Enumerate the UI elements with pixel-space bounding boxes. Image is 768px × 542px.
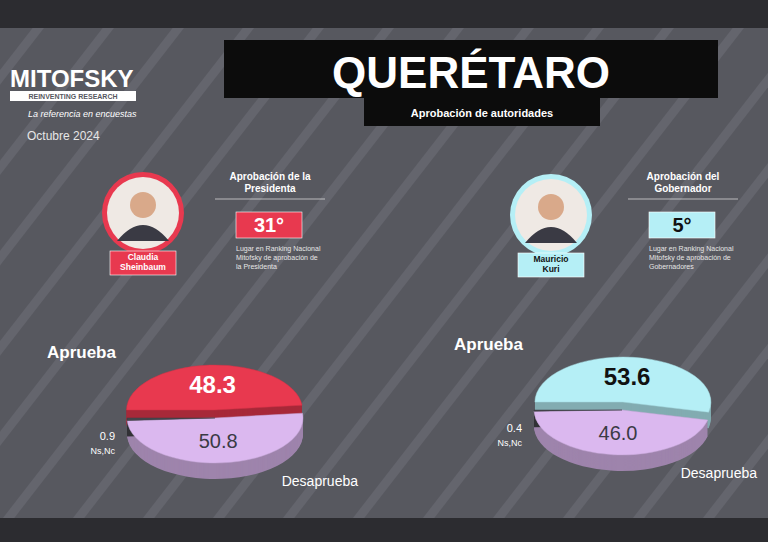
text-line: la Presidenta <box>236 263 277 270</box>
text-line: Claudia <box>128 252 159 262</box>
portrait-body <box>525 227 577 243</box>
person-name: ClaudiaSheinbaum <box>120 252 166 272</box>
category-label: Aprueba <box>454 335 524 354</box>
slice-side <box>535 358 711 413</box>
slice <box>534 410 622 411</box>
ranking: 5° <box>672 214 691 236</box>
background <box>0 0 768 542</box>
category-label: Desaprueba <box>681 465 757 481</box>
subtitle-box <box>364 98 600 126</box>
text-line: Kuri <box>543 264 560 274</box>
logo: MITOFSKY <box>10 65 134 92</box>
person-name: MauricioKuri <box>534 254 569 274</box>
category-label: Desaprueba <box>282 473 358 489</box>
slogan: La referencia en encuestas <box>28 109 137 119</box>
panel: ClaudiaSheinbaum <box>102 172 184 275</box>
background-pattern <box>0 0 768 542</box>
slice-side <box>127 366 302 411</box>
panel: MauricioKuri <box>510 174 592 277</box>
slice-side <box>534 411 708 456</box>
text-line: Mitofsky de aprobación de <box>649 254 731 262</box>
logo-tagline-bg <box>10 91 136 101</box>
subtitle: Aprobación de autoridades <box>411 107 553 119</box>
data-label: 0.4 <box>507 422 522 434</box>
data-label: 50.8 <box>199 430 238 452</box>
text-line: Lugar en Ranking Nacional <box>649 245 734 253</box>
category-label: Aprueba <box>47 343 117 362</box>
bottom-band <box>0 518 768 542</box>
portrait-head <box>130 192 156 218</box>
portrait-body <box>117 225 169 241</box>
text-line: Aprobación de la <box>229 171 311 182</box>
logo-tagline: REINVENTING RESEARCH <box>28 93 117 100</box>
data-label: 0.9 <box>100 430 115 442</box>
panel-title: Aprobación delGobernador <box>647 171 720 194</box>
ranking-box <box>236 212 302 238</box>
text-line: Aprobación del <box>647 171 720 182</box>
text-line: Presidenta <box>244 183 296 194</box>
date: Octubre 2024 <box>27 129 100 143</box>
data-label: 53.6 <box>604 363 651 390</box>
title-rule <box>628 199 738 200</box>
category-label: Ns,Nc <box>498 438 523 448</box>
text-line: Gobernador <box>654 183 711 194</box>
ranking-note: Lugar en Ranking NacionalMitofsky de apr… <box>649 245 734 270</box>
slice <box>127 365 302 410</box>
text-line: Mauricio <box>534 254 569 264</box>
slice-side <box>127 414 303 464</box>
slice <box>534 410 708 455</box>
title: QUERÉTARO <box>332 48 610 97</box>
category-label: Ns,Nc <box>91 446 116 456</box>
slice <box>127 413 303 463</box>
portrait-head <box>538 194 564 220</box>
ranking: 31° <box>254 214 284 236</box>
pie <box>127 365 303 479</box>
data-label: 48.3 <box>189 371 236 398</box>
ranking-note: Lugar en Ranking NacionalMitofsky de apr… <box>236 245 321 270</box>
portrait-bg <box>107 177 179 249</box>
name-tag <box>518 253 584 277</box>
portrait-bg <box>515 179 587 251</box>
title-box <box>224 40 718 98</box>
data-label: 46.0 <box>599 422 638 444</box>
slice <box>535 357 711 412</box>
portrait-frame <box>102 172 184 254</box>
panel-title: Aprobación de laPresidenta <box>229 171 311 194</box>
text-line: Lugar en Ranking Nacional <box>236 245 321 253</box>
ranking-box <box>649 212 715 238</box>
pie <box>534 357 711 471</box>
text-line: Mitofsky de aprobación de <box>236 254 318 262</box>
name-tag <box>110 251 176 275</box>
text-line: Gobernadores <box>649 263 694 270</box>
canvas: MITOFSKYREINVENTING RESEARCH La referenci… <box>0 0 768 542</box>
title-rule <box>215 199 325 200</box>
top-band <box>0 0 768 28</box>
pattern-line <box>760 0 768 542</box>
slice <box>127 418 215 421</box>
text-line: Sheinbaum <box>120 262 166 272</box>
portrait-frame <box>510 174 592 256</box>
